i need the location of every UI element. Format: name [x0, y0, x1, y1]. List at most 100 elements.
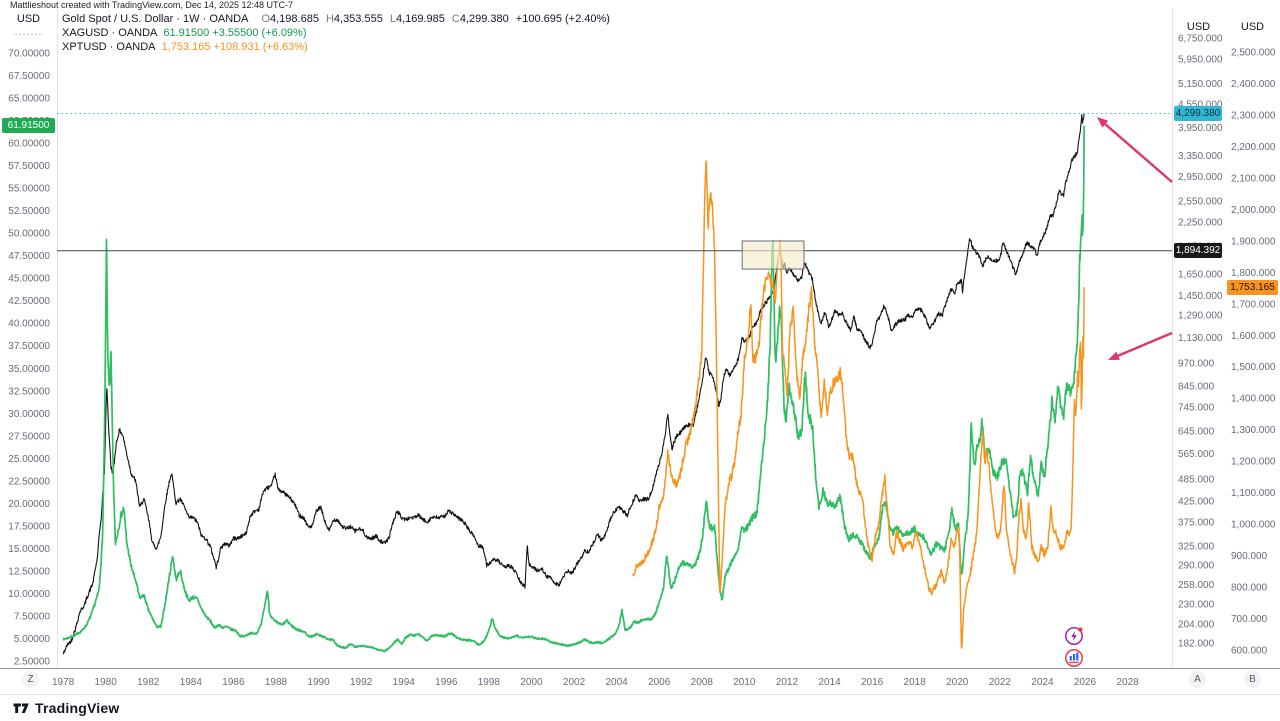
left-scale-empty-value: ------- [14, 29, 43, 39]
rectangle-drawing[interactable] [741, 240, 805, 270]
platinum-change-value: +108.931 (+6.63%) [213, 41, 308, 53]
platinum-axis-tick: 1,900.000 [1231, 236, 1276, 247]
tradingview-brand-text: TradingView [35, 700, 120, 716]
platinum-axis-tick: 800.000 [1231, 583, 1268, 594]
platinum-scale-currency-label: USD [1240, 21, 1265, 33]
tradingview-brand-link[interactable]: TradingView [12, 699, 119, 717]
platinum-axis-tick: 1,600.000 [1231, 331, 1276, 342]
legend-silver-row[interactable]: XAGUSD · OANDA 61.91500 +3.55500 (+6.09%) [62, 26, 610, 40]
legend[interactable]: Gold Spot / U.S. Dollar · 1W · OANDA O4,1… [62, 12, 610, 54]
platinum-series-line [632, 160, 1085, 649]
left-axis-tick: 25.00000 [8, 454, 50, 465]
gold-axis-tick: 2,550.000 [1178, 196, 1223, 207]
gold-axis-tick: 204.000 [1178, 619, 1215, 630]
ohlc-high-letter: H [325, 13, 334, 25]
time-axis-tick: 2018 [904, 677, 927, 688]
gold-axis-tick: 325.000 [1178, 541, 1215, 552]
gold-axis-tick: 485.000 [1178, 474, 1215, 485]
arrow-drawing-line[interactable] [1114, 331, 1173, 358]
time-scale[interactable] [0, 668, 1280, 695]
timezone-button[interactable]: Z [22, 671, 39, 688]
gold-axis-tick: 375.000 [1178, 517, 1215, 528]
time-axis-tick: 1984 [180, 677, 203, 688]
platinum-axis-tick: 2,200.000 [1231, 142, 1276, 153]
time-axis-tick: 1978 [52, 677, 75, 688]
scale-b-button[interactable]: B [1244, 671, 1261, 688]
platinum-axis-tick: 2,500.000 [1231, 48, 1276, 59]
gold-axis-tick: 2,950.000 [1178, 172, 1223, 183]
left-axis-tick: 22.50000 [8, 476, 50, 487]
left-axis-tick: 37.50000 [8, 341, 50, 352]
left-scale-currency-label: USD [16, 13, 41, 25]
time-axis-tick: 1998 [478, 677, 501, 688]
left-axis-tick: 27.50000 [8, 431, 50, 442]
platinum-price-label: 1,753.165 [1227, 279, 1278, 295]
left-axis-tick: 32.50000 [8, 386, 50, 397]
platinum-axis-tick: 2,100.000 [1231, 173, 1276, 184]
scale-a-button[interactable]: A [1189, 671, 1206, 688]
time-axis-tick: 1982 [137, 677, 160, 688]
left-axis-tick: 67.50000 [8, 71, 50, 82]
left-axis-tick: 2.50000 [14, 657, 51, 668]
main-change-value: +100.695 (+2.40%) [515, 13, 610, 25]
gold-axis-tick: 5,150.000 [1178, 79, 1223, 90]
time-axis-tick: 1992 [350, 677, 373, 688]
time-axis-tick: 2020 [946, 677, 969, 688]
gold-last-price-label: 4,299.380 [1174, 106, 1222, 122]
left-axis-tick: 52.50000 [8, 206, 50, 217]
platinum-axis-tick: 1,400.000 [1231, 394, 1276, 405]
time-axis-tick: 1988 [265, 677, 288, 688]
gold-axis-tick: 182.000 [1178, 639, 1215, 650]
platinum-symbol-title[interactable]: XPTUSD · OANDA [62, 41, 156, 53]
gold-axis-tick: 1,650.000 [1178, 269, 1223, 280]
gold-axis-tick: 230.000 [1178, 599, 1215, 610]
gold-scale-currency-label: USD [1186, 21, 1211, 33]
left-axis-tick: 17.50000 [8, 521, 50, 532]
gold-axis-tick: 4,550.000 [1178, 100, 1223, 111]
silver-symbol-title[interactable]: XAGUSD · OANDA [62, 27, 158, 39]
left-axis-tick: 55.00000 [8, 184, 50, 195]
time-axis-tick: 2024 [1031, 677, 1054, 688]
chart-widget[interactable]: 70.0000067.5000065.0000062.5000060.00000… [0, 8, 1280, 695]
left-price-scale[interactable] [0, 8, 58, 668]
left-axis-tick: 60.00000 [8, 139, 50, 150]
platinum-axis-tick: 1,300.000 [1231, 425, 1276, 436]
silver-price-label: 61.91500 [2, 118, 55, 134]
arrow-drawing-head[interactable] [1097, 117, 1109, 128]
ohlc-open-value: 4,198.685 [270, 13, 319, 25]
ohlc-low-value: 4,169.985 [395, 13, 445, 25]
time-axis-tick: 2000 [520, 677, 543, 688]
gold-axis-tick: 425.000 [1178, 496, 1215, 507]
time-axis-tick: 1990 [307, 677, 330, 688]
economic-events-icon[interactable] [1063, 647, 1085, 669]
attribution-text: Mattlieshout created with TradingView.co… [10, 0, 293, 10]
gold-axis-tick: 3,350.000 [1178, 151, 1223, 162]
time-axis-tick: 1996 [435, 677, 458, 688]
footer-bar: TradingView [0, 694, 1280, 721]
platinum-price-scale[interactable] [1225, 8, 1280, 668]
gold-series-line [62, 113, 1085, 655]
platinum-axis-tick: 600.000 [1231, 646, 1268, 657]
left-axis-tick: 7.50000 [14, 611, 51, 622]
left-axis-tick: 35.00000 [8, 364, 50, 375]
chart-canvas[interactable]: 70.0000067.5000065.0000062.5000060.00000… [0, 8, 1280, 694]
main-symbol-title[interactable]: Gold Spot / U.S. Dollar · 1W · OANDA [62, 13, 249, 25]
boost-icon[interactable] [1063, 625, 1085, 647]
platinum-axis-tick: 1,100.000 [1231, 488, 1276, 499]
legend-platinum-row[interactable]: XPTUSD · OANDA 1,753.165 +108.931 (+6.63%… [62, 40, 610, 54]
left-axis-tick: 57.50000 [8, 161, 50, 172]
platinum-axis-tick: 1,000.000 [1231, 520, 1276, 531]
gold-axis-tick: 1,450.000 [1178, 291, 1223, 302]
platinum-axis-tick: 900.000 [1231, 551, 1268, 562]
time-axis-tick: 1994 [393, 677, 416, 688]
time-axis-tick: 2006 [648, 677, 671, 688]
legend-main-row[interactable]: Gold Spot / U.S. Dollar · 1W · OANDA O4,1… [62, 12, 610, 26]
gold-axis-tick: 5,950.000 [1178, 55, 1223, 66]
arrow-drawing-head[interactable] [1108, 351, 1120, 360]
gold-axis-tick: 3,950.000 [1178, 123, 1223, 134]
left-axis-tick: 50.00000 [8, 229, 50, 240]
ohlc-low-letter: L [389, 13, 396, 25]
gold-axis-tick: 845.000 [1178, 381, 1215, 392]
tradingview-logo-icon [13, 703, 29, 713]
arrow-drawing-line[interactable] [1102, 121, 1173, 183]
